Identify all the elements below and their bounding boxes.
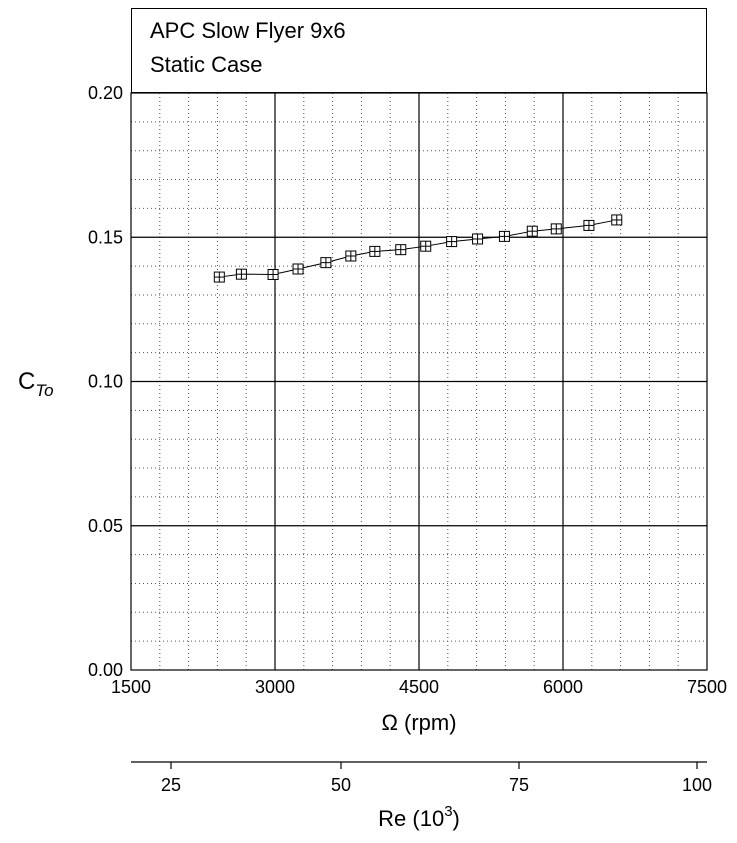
secondary-tick-label: 25 [161,775,181,795]
secondary-tick-label: 50 [331,775,351,795]
re-label-main: Re (10 [378,806,444,831]
plot-frame [130,92,708,671]
data-point [320,257,332,269]
secondary-re-axis: 25 50 75 100 [131,761,712,795]
y-tick-label: 0.15 [88,227,123,247]
x-tick-label: 6000 [543,677,583,697]
data-point [345,250,357,262]
y-tick-label: 0.00 [88,660,123,680]
x-axis-label: Ω (rpm) [381,710,456,735]
data-point [235,268,247,280]
re-label-suffix: ) [453,806,460,831]
data-point [472,233,484,245]
y-tick-label: 0.05 [88,516,123,536]
y-tick-label: 0.20 [88,83,123,103]
data-point [213,271,225,283]
x-tick-label: 1500 [111,677,151,697]
x-tick-label: 7500 [687,677,727,697]
series-group [213,214,623,283]
data-point [550,223,562,235]
data-point [292,263,304,275]
data-point [267,268,279,280]
x-tick-label: 3000 [255,677,295,697]
data-point [583,219,595,231]
y-axis-label-subscript: To [35,381,53,400]
data-point [611,214,623,226]
major-grid [131,93,707,670]
data-point [498,230,510,242]
y-axis-label: CTo [18,368,54,400]
y-tick-labels: 0.00 0.05 0.10 0.15 0.20 [88,83,123,680]
data-point [395,244,407,256]
secondary-axis-label: Re (103) [378,803,460,831]
data-point [526,225,538,237]
chart-title-line-1: APC Slow Flyer 9x6 [150,18,346,43]
secondary-tick-label: 75 [509,775,529,795]
re-label-superscript: 3 [444,803,452,820]
x-tick-label: 4500 [399,677,439,697]
secondary-tick-label: 100 [682,775,712,795]
y-tick-label: 0.10 [88,372,123,392]
data-point [420,240,432,252]
series-line [219,219,617,278]
y-axis-label-main: C [18,368,35,395]
chart-title-box: APC Slow Flyer 9x6 Static Case [131,8,707,93]
data-point [369,245,381,257]
x-tick-labels: 1500 3000 4500 6000 7500 [111,677,727,697]
chart-title-line-2: Static Case [150,52,263,77]
data-point [446,236,458,248]
